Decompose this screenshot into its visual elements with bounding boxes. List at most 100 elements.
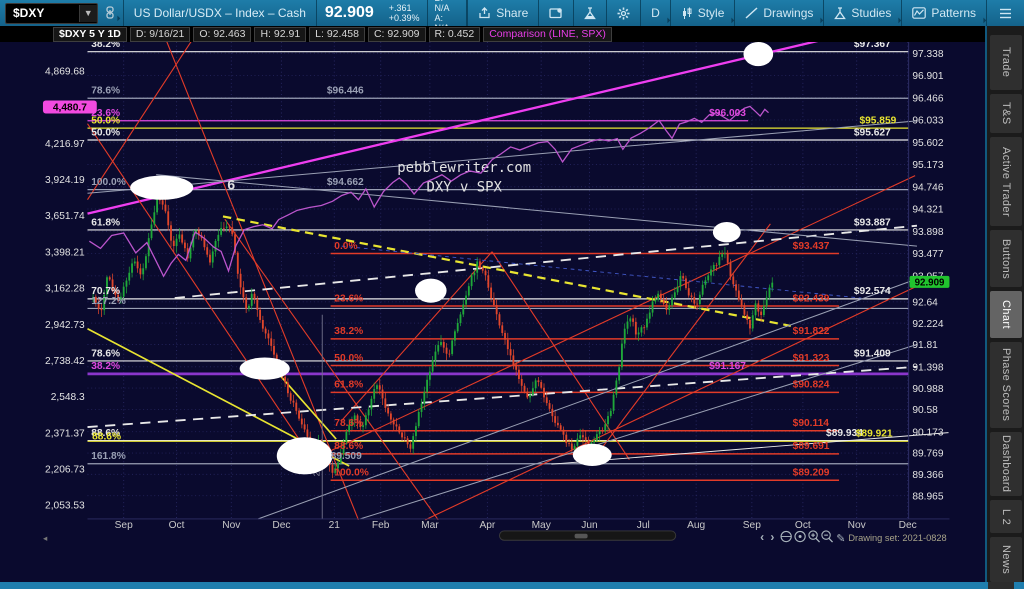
left-axis-tick: 2,053.53 (45, 501, 85, 512)
chart-menu-button[interactable] (987, 0, 1024, 26)
sidebar-tab-t-s[interactable]: T&S (990, 93, 1022, 133)
candle-body (768, 287, 771, 298)
symbol-select[interactable]: $DXY ▼ (5, 2, 98, 24)
candle-body (273, 345, 275, 355)
studies-button[interactable]: Studies (824, 0, 901, 26)
candle-body (562, 429, 565, 435)
drawing-set-label[interactable]: Drawing set: 2021-0828 (848, 533, 946, 543)
studies-flask-icon (834, 6, 847, 19)
chart-scrollbar-handle[interactable] (574, 533, 588, 539)
candle-body (250, 293, 253, 306)
patterns-button[interactable]: Patterns (902, 0, 986, 26)
quick-study-button[interactable] (574, 0, 606, 26)
candle-body (403, 437, 406, 439)
left-axis-tick: 2,738.42 (45, 356, 85, 367)
price-level-label: $90.824 (793, 380, 830, 391)
sidebar-tab-dashboard[interactable]: Dashboard (990, 431, 1022, 496)
ellipse-highlight (743, 42, 774, 67)
patterns-icon (912, 7, 927, 19)
candle-body (300, 418, 303, 425)
right-axis-tick: 93.898 (912, 227, 943, 238)
candle-body (506, 339, 509, 350)
candle-body (125, 280, 128, 287)
candle-body (395, 424, 398, 427)
candle-body (648, 312, 651, 319)
candle-body (754, 303, 757, 316)
sidebar-tab-trade[interactable]: Trade (990, 35, 1022, 90)
price-level-label: $94.662 (327, 177, 364, 188)
candle-body (492, 298, 495, 305)
candle-body (634, 321, 637, 335)
comparison-label[interactable]: Comparison (LINE, SPX) (483, 26, 612, 42)
sidebar-tab-active-trader[interactable]: Active Trader (990, 136, 1022, 227)
candle-body (401, 432, 403, 438)
price-level-label: $97.367 (854, 42, 891, 50)
right-axis-tick: 96.466 (912, 93, 943, 104)
left-axis-tick: 3,651.74 (45, 211, 85, 222)
candle-body (749, 319, 751, 329)
candle-body (696, 303, 699, 305)
share-button[interactable]: Share (468, 0, 538, 26)
instrument-description: US Dollar/USDX – Index – Cash (133, 6, 306, 20)
candle-body (601, 430, 604, 432)
right-axis-tick: 90.58 (912, 405, 938, 416)
trendline-icon (745, 7, 758, 19)
flask-icon (584, 6, 597, 19)
candle-body (172, 240, 175, 247)
candle-body (732, 276, 735, 285)
timeframe-button[interactable]: D (641, 0, 670, 26)
candle-body (526, 391, 529, 398)
right-axis-tick: 94.746 (912, 182, 943, 193)
spx-price-badge (42, 100, 97, 114)
candle-body (679, 276, 682, 287)
chart-symbol-timeframe[interactable]: $DXY 5 Y 1D (53, 26, 127, 42)
zoom-out-icon[interactable] (821, 530, 831, 540)
trend-line (174, 224, 918, 300)
price-level-label: 127.2% (91, 296, 126, 307)
candle-body (531, 388, 534, 395)
month-label: Nov (848, 520, 867, 531)
price-level-label: $95.859 (859, 115, 896, 126)
drawings-button[interactable]: Drawings (735, 0, 823, 26)
right-axis-tick: 97.338 (912, 49, 943, 60)
candle-body (259, 309, 262, 320)
candle-body (760, 311, 763, 316)
candle-body (693, 296, 696, 304)
scroll-left-icon[interactable]: ◂ (43, 533, 47, 543)
symbol-caret-icon[interactable]: ▼ (78, 4, 97, 22)
price-level-label: $92.439 (793, 293, 830, 304)
chart-describe-button[interactable] (539, 0, 573, 26)
price-level-label: 89.509 (331, 451, 362, 462)
ellipse-highlight (712, 222, 741, 243)
price-level-label: 50.0% (91, 115, 120, 126)
trend-line (341, 251, 493, 421)
candle-body (119, 296, 122, 301)
trend-line (551, 432, 949, 465)
sidebar-tab-l-2[interactable]: L 2 (990, 499, 1022, 534)
candle-body (629, 318, 632, 322)
style-button[interactable]: Style (671, 0, 735, 26)
candle-body (92, 296, 94, 298)
candle-body (428, 371, 431, 380)
sidebar-tab-buttons[interactable]: Buttons (990, 230, 1022, 287)
auto-scale-icon[interactable] (794, 530, 806, 543)
candle-body (292, 400, 295, 403)
month-label: Jun (581, 520, 597, 531)
chart-settings-button[interactable] (607, 0, 640, 26)
left-axis-tick: 2,206.73 (45, 465, 85, 476)
month-label: Oct (169, 520, 185, 531)
pan-right-icon[interactable]: › (770, 530, 774, 544)
symbol-text: $DXY (13, 6, 45, 20)
sidebar-tab-phase-scores[interactable]: Phase Scores (990, 341, 1022, 428)
pan-left-icon[interactable]: ‹ (760, 530, 764, 544)
sidebar-tab-news[interactable]: News (990, 537, 1022, 582)
price-change: +.361 (388, 3, 412, 13)
symbol-link-button[interactable] (101, 2, 120, 24)
price-level-label: $91.409 (854, 348, 891, 359)
pencil-icon[interactable]: ✎ (836, 533, 845, 545)
candle-body (509, 349, 512, 356)
right-axis-tick: 93.477 (912, 249, 943, 260)
sidebar-tab-chart[interactable]: Chart (990, 290, 1022, 338)
zoom-in-icon[interactable] (808, 530, 818, 540)
